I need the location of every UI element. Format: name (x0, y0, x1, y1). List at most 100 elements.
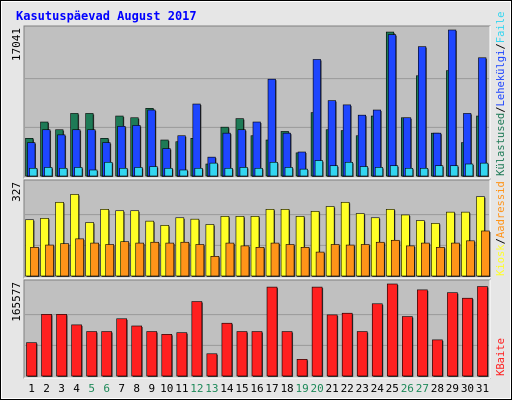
files-bar (74, 167, 83, 177)
day-label: 25 (386, 382, 399, 395)
files-bar (119, 167, 128, 177)
day-label: 15 (235, 382, 248, 395)
files-bar (29, 167, 38, 177)
hits-bar (205, 224, 215, 277)
pages-bar (387, 34, 397, 177)
legend-separator: / (495, 106, 507, 112)
files-bar (405, 167, 414, 177)
legend-entry: Aadressid (495, 181, 507, 238)
sites-bar (30, 247, 39, 277)
pages-bar (418, 46, 427, 177)
day-label: 4 (73, 382, 80, 395)
day-label: 8 (133, 382, 140, 395)
kbytes-bar (281, 331, 293, 377)
sites-bar (481, 230, 490, 277)
kbytes-bar (161, 334, 173, 377)
sites-bar (150, 241, 160, 277)
legend-entry: Kiosk (495, 244, 507, 276)
kbytes-bar (371, 303, 383, 377)
files-bar (299, 168, 308, 177)
day-label: 16 (250, 382, 263, 395)
day-label: 9 (148, 382, 155, 395)
files-bar (359, 166, 369, 177)
files-bar (269, 161, 278, 177)
sites-bar (240, 245, 250, 277)
kbytes-bar (146, 331, 158, 377)
files-bar (389, 165, 399, 177)
day-label: 18 (280, 382, 293, 395)
pages-bar (252, 121, 261, 177)
top-panel-usage (23, 25, 491, 179)
day-axis-labels: 1 2 3 4 5 6 7 8 9 10 11 12 13 14 15 16 17 18 19 20 21 22 23 24 2… (28, 382, 489, 395)
top-panel-ymax-label: 17041 (10, 28, 23, 61)
day-label: 24 (371, 382, 385, 395)
sites-bar (210, 256, 220, 277)
hits-bar (340, 201, 350, 277)
kbytes-bar (206, 353, 218, 377)
kbytes-bar (86, 331, 97, 377)
legend-separator: / (495, 43, 507, 49)
pages-bar (192, 103, 201, 177)
sites-bar (180, 241, 190, 277)
kbytes-bar (311, 286, 323, 377)
sites-bar (75, 238, 84, 277)
kbytes-bar (296, 359, 308, 377)
files-bar (44, 167, 53, 177)
day-label: 6 (103, 382, 110, 395)
sites-bar (406, 245, 415, 277)
kbytes-bar (101, 331, 112, 377)
legend-text: KBaite (495, 338, 507, 376)
files-bar (480, 162, 489, 177)
sites-bar (390, 239, 400, 277)
files-bar (344, 161, 353, 177)
kbytes-bar (191, 301, 203, 377)
legend-separator: / (495, 238, 507, 244)
files-bar (164, 167, 173, 177)
day-label: 10 (160, 382, 173, 395)
sites-bar (270, 242, 280, 277)
kbytes-bar (326, 314, 338, 377)
sites-bar (90, 242, 99, 277)
files-bar (59, 167, 68, 177)
hits-bar (265, 209, 275, 277)
legend-text: Kiosk/Aadressid (495, 181, 507, 276)
files-bar (104, 161, 113, 177)
day-label: 2 (43, 382, 50, 395)
kbytes-bar (221, 322, 233, 377)
hits-bar (401, 214, 410, 277)
day-label: 20 (311, 382, 324, 395)
kbytes-bar (477, 286, 488, 377)
day-label: 31 (476, 382, 489, 395)
pages-bar (87, 129, 96, 177)
top-panel-legend: Külastused/Lehekülgi/Faile (495, 12, 507, 176)
day-label: 23 (356, 382, 369, 395)
sites-bar (135, 242, 145, 277)
pages-bar (327, 100, 336, 177)
legend-text: Külastused/Lehekülgi/Faile (495, 12, 507, 176)
day-label: 30 (461, 382, 474, 395)
files-bar (194, 167, 203, 177)
bottom-panel-legend: KBaite (495, 338, 507, 376)
legend-entry: Lehekülgi (495, 50, 507, 107)
files-bar (450, 165, 459, 177)
sites-bar (345, 244, 355, 277)
middle-panel-legend: Kiosk/Aadressid (495, 181, 507, 276)
kbytes-bar (176, 332, 188, 377)
pages-bar (267, 78, 276, 177)
day-label: 19 (295, 382, 308, 395)
hits-bar (70, 194, 79, 277)
legend-entry: Faile (495, 12, 507, 44)
day-label: 21 (326, 382, 339, 395)
files-bar (134, 167, 143, 177)
files-bar (179, 169, 188, 177)
kbytes-bar (432, 339, 443, 377)
kbytes-bar (41, 314, 52, 377)
day-label: 13 (205, 382, 218, 395)
sites-bar (195, 244, 205, 277)
pages-bar (403, 117, 412, 177)
sites-bar (466, 240, 475, 277)
legend-entry: KBaite (495, 338, 507, 376)
day-label: 7 (118, 382, 125, 395)
pages-bar (372, 109, 382, 177)
